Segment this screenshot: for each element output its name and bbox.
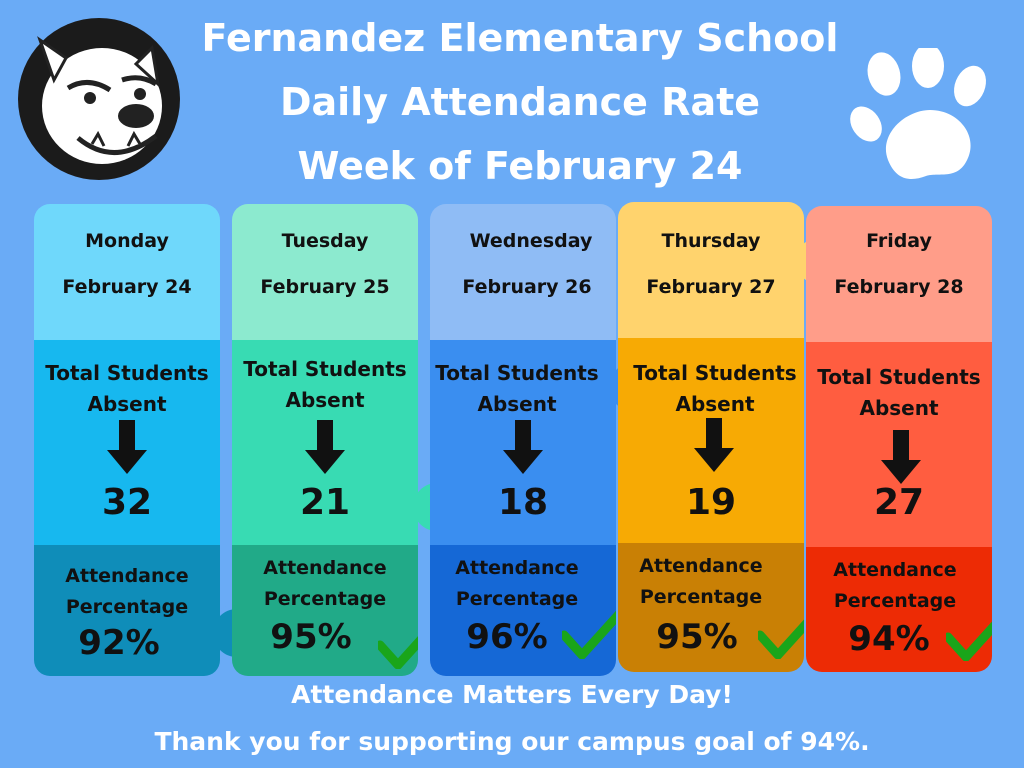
- attendance-label-line1: Attendance: [639, 555, 763, 577]
- attendance-percentage: 95%: [270, 617, 352, 657]
- day-header: Thursday February 27: [618, 202, 804, 338]
- absent-label-line2: Absent: [859, 396, 939, 420]
- checkmark-icon: [562, 610, 616, 659]
- attendance-label-line1: Attendance: [263, 557, 387, 579]
- absent-label: Total Students Absent: [622, 358, 804, 420]
- absent-label: Total Students Absent: [34, 358, 220, 420]
- attendance-section: Attendance Percentage 92%: [34, 545, 220, 676]
- absent-count: 18: [497, 482, 549, 523]
- day-header: Monday February 24: [34, 204, 220, 340]
- absent-section: Total Students Absent 32: [34, 340, 220, 545]
- absent-label-line2: Absent: [285, 388, 365, 412]
- attendance-label-line2: Percentage: [65, 596, 189, 618]
- page-title: Fernandez Elementary School Daily Attend…: [140, 6, 900, 198]
- absent-label: Total Students Absent: [232, 354, 418, 416]
- day-header: Wednesday February 26: [430, 204, 616, 340]
- footer-goal: Thank you for supporting our campus goal…: [154, 727, 870, 756]
- day-date: February 27: [646, 276, 776, 298]
- day-name: Monday: [85, 230, 169, 252]
- day-card-monday: Monday February 24 Total Students Absent…: [34, 204, 220, 676]
- day-card-thursday: Thursday February 27 Total Students Abse…: [618, 202, 804, 672]
- day-date: February 28: [834, 276, 964, 298]
- day-card-wednesday: Wednesday February 26 Total Students Abs…: [430, 204, 616, 676]
- attendance-section: Attendance Percentage 95%: [618, 543, 804, 672]
- arrow-down-icon: [881, 430, 921, 484]
- absent-section: Total Students Absent 18: [430, 340, 616, 545]
- day-date: February 24: [62, 276, 192, 298]
- attendance-percentage: 94%: [848, 619, 930, 659]
- absent-label: Total Students Absent: [430, 358, 610, 420]
- checkmark-icon: [378, 636, 418, 669]
- day-date: February 25: [260, 276, 390, 298]
- attendance-label-line2: Percentage: [833, 590, 957, 612]
- absent-section: Total Students Absent 19: [618, 338, 804, 543]
- attendance-label-line2: Percentage: [455, 588, 579, 610]
- absent-label-line1: Total Students: [45, 361, 209, 385]
- absent-label-line1: Total Students: [243, 357, 407, 381]
- checkmark-icon: [758, 619, 804, 659]
- absent-count: 32: [101, 482, 153, 523]
- day-card-friday: Friday February 28 Total Students Absent…: [806, 206, 992, 672]
- day-date: February 26: [462, 276, 592, 298]
- absent-section: Total Students Absent 27: [806, 342, 992, 547]
- attendance-label-line2: Percentage: [639, 586, 763, 608]
- paw-print-icon: [850, 48, 986, 179]
- absent-label: Total Students Absent: [806, 362, 992, 424]
- absent-section: Total Students Absent 21: [232, 340, 418, 545]
- bulldog-mascot-icon: [18, 18, 180, 180]
- title-week: Week of February 24: [297, 144, 743, 188]
- attendance-percentage: 95%: [656, 617, 738, 657]
- absent-label-line1: Total Students: [633, 361, 797, 385]
- checkmark-icon: [946, 621, 992, 661]
- attendance-label-line2: Percentage: [263, 588, 387, 610]
- absent-count: 21: [299, 482, 351, 523]
- absent-count: 27: [873, 482, 925, 523]
- attendance-label-line1: Attendance: [833, 559, 957, 581]
- absent-label-line1: Total Students: [817, 365, 981, 389]
- absent-label-line2: Absent: [87, 392, 167, 416]
- arrow-down-icon: [503, 420, 543, 474]
- day-card-tuesday: Tuesday February 25 Total Students Absen…: [232, 204, 418, 676]
- attendance-label: Attendance Percentage: [618, 551, 794, 613]
- arrow-down-icon: [107, 420, 147, 474]
- absent-count: 19: [685, 482, 737, 523]
- absent-label-line2: Absent: [675, 392, 755, 416]
- arrow-down-icon: [694, 418, 734, 472]
- attendance-section: Attendance Percentage 96%: [430, 545, 616, 676]
- attendance-percentage: 92%: [78, 623, 160, 663]
- day-header: Tuesday February 25: [232, 204, 418, 340]
- attendance-label: Attendance Percentage: [232, 553, 418, 615]
- day-name: Tuesday: [281, 230, 369, 252]
- day-header: Friday February 28: [806, 206, 992, 342]
- absent-label-line2: Absent: [477, 392, 557, 416]
- day-name: Friday: [866, 230, 932, 252]
- footer-slogan: Attendance Matters Every Day!: [291, 680, 733, 709]
- attendance-section: Attendance Percentage 94%: [806, 547, 992, 672]
- day-name: Wednesday: [469, 230, 593, 252]
- attendance-section: Attendance Percentage 95%: [232, 545, 418, 676]
- attendance-label: Attendance Percentage: [430, 553, 610, 615]
- attendance-label: Attendance Percentage: [34, 561, 220, 623]
- arrow-down-icon: [305, 420, 345, 474]
- absent-label-line1: Total Students: [435, 361, 599, 385]
- attendance-label-line1: Attendance: [65, 565, 189, 587]
- attendance-percentage: 96%: [466, 617, 548, 657]
- title-school: Fernandez Elementary School: [201, 16, 839, 60]
- attendance-label-line1: Attendance: [455, 557, 579, 579]
- day-name: Thursday: [661, 230, 761, 252]
- attendance-label: Attendance Percentage: [806, 555, 988, 617]
- title-subject: Daily Attendance Rate: [279, 80, 761, 124]
